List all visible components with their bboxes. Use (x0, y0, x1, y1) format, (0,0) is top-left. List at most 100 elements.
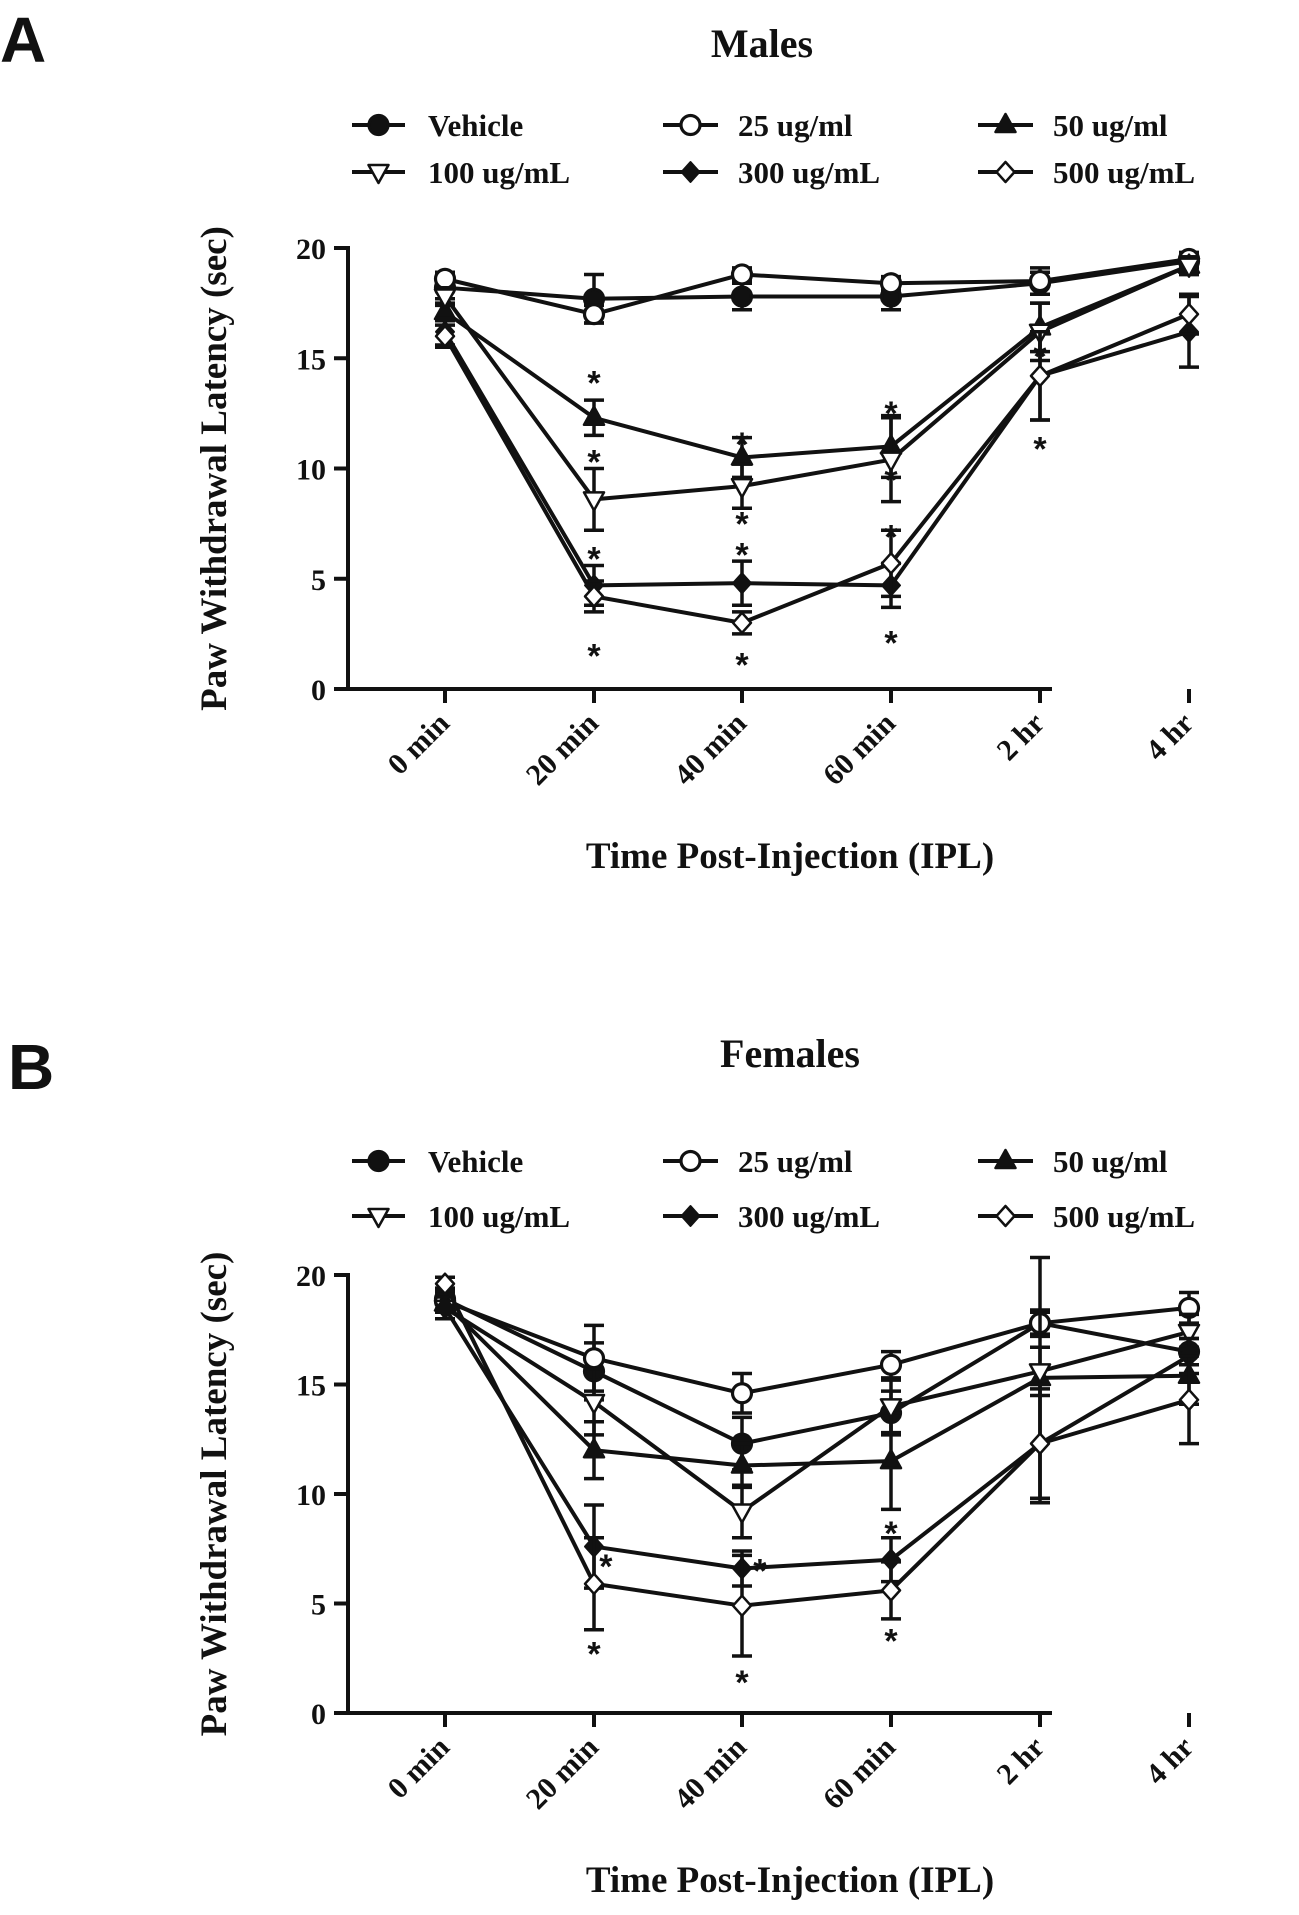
y-tick-label: 0 (311, 674, 326, 707)
legend-label: 100 ug/mL (428, 1199, 570, 1234)
data-point (434, 324, 456, 348)
legend-item-500-ug-ml: 500 ug/mL (978, 1199, 1195, 1234)
x-axis-label: Time Post-Injection (IPL) (586, 836, 994, 877)
legend-marker (995, 1204, 1016, 1228)
legend-label: Vehicle (428, 1144, 523, 1179)
legend: Vehicle 25 ug/ml 50 ug/ml 100 ug/mL 300 ug/m… (352, 1144, 1195, 1234)
legend-label: 50 ug/ml (1053, 108, 1168, 143)
x-tick-label: 60 min (817, 1730, 902, 1815)
x-axis-label: Time Post-Injection (IPL) (586, 1860, 994, 1901)
data-point (879, 451, 903, 472)
significance-star: * (735, 426, 749, 464)
series-line (443, 263, 1190, 502)
data-point (1177, 257, 1201, 278)
legend-marker (679, 1149, 702, 1173)
y-tick-label: 20 (296, 1260, 326, 1293)
data-point (582, 491, 606, 512)
x-tick-label: 2 hr (990, 1731, 1050, 1791)
data-point (731, 611, 753, 635)
legend-item-300-ug-ml: 300 ug/mL (663, 155, 880, 190)
series-line (444, 1297, 1190, 1446)
data-point (1028, 1363, 1052, 1384)
legend-marker (994, 112, 1017, 134)
series-line (444, 259, 1190, 301)
significance-star: * (587, 638, 601, 676)
series-500-ug-ml (434, 1272, 1200, 1658)
significance-star: * (884, 461, 898, 499)
series-line (443, 1306, 1190, 1514)
series-line (444, 1299, 1190, 1396)
significance-star: * (587, 364, 601, 402)
data-point (1029, 364, 1051, 388)
data-point (1177, 1323, 1201, 1345)
y-tick-label: 20 (296, 233, 326, 266)
significance-star: * (735, 1664, 749, 1702)
data-point (582, 405, 606, 427)
data-point (582, 1393, 606, 1415)
series-line (443, 329, 1190, 588)
y-tick-label: 5 (311, 1589, 326, 1622)
data-point (1029, 1432, 1051, 1455)
series-line (443, 263, 1190, 460)
legend-label: 25 ug/ml (738, 108, 853, 143)
series-25-ug-ml (433, 247, 1201, 326)
legend-marker (367, 113, 390, 137)
data-point (582, 303, 606, 326)
legend-item-vehicle: Vehicle (352, 108, 523, 143)
data-point (433, 288, 457, 309)
legend-marker (680, 1205, 701, 1227)
x-tick-label: 4 hr (1139, 1731, 1199, 1791)
legend-item-100-ug-ml: 100 ug/mL (352, 155, 570, 190)
x-tick-label: 40 min (668, 706, 753, 791)
y-axis-label: Paw Withdrawal Latency (sec) (194, 1252, 235, 1737)
chart-title: Males (711, 21, 813, 66)
chart-title: Females (720, 1031, 860, 1076)
legend-marker (367, 163, 390, 185)
data-point (434, 1272, 456, 1296)
data-point (879, 1448, 903, 1470)
x-tick-label: 20 min (520, 1730, 605, 1815)
series-line (443, 1282, 1190, 1608)
data-point (731, 1594, 753, 1617)
significance-star: * (587, 444, 601, 482)
significance-star: * (599, 1548, 613, 1586)
data-point (730, 263, 754, 286)
legend-label: 500 ug/mL (1053, 155, 1195, 190)
data-point (730, 1503, 754, 1524)
data-point (730, 1382, 754, 1405)
series-line (443, 1302, 1190, 1468)
panel-b-letter: B (8, 1031, 54, 1103)
significance-star: * (587, 1636, 601, 1674)
series-100-ug-ml (433, 255, 1201, 532)
significance-star: * (735, 647, 749, 685)
legend-label: 300 ug/mL (738, 1199, 880, 1234)
legend-marker (367, 1149, 390, 1173)
legend-marker (367, 1207, 390, 1229)
x-tick-label: 60 min (817, 706, 902, 791)
legend: Vehicle 25 ug/ml 50 ug/ml 100 ug/mL 300 ug/m… (352, 108, 1195, 190)
significance-star: * (884, 519, 898, 557)
y-tick-label: 15 (296, 343, 326, 376)
series-25-ug-ml (433, 1290, 1201, 1415)
legend-item-50-ug-ml: 50 ug/ml (978, 108, 1168, 143)
y-tick-label: 10 (296, 454, 326, 487)
y-tick-label: 5 (311, 564, 326, 597)
legend-marker (680, 161, 701, 183)
legend-item-300-ug-ml: 300 ug/mL (663, 1199, 880, 1234)
y-tick-label: 15 (296, 1370, 326, 1403)
legend-item-vehicle: Vehicle (352, 1144, 523, 1179)
series-line (444, 257, 1190, 317)
significance-star: * (735, 505, 749, 543)
x-tick-label: 4 hr (1139, 707, 1199, 767)
data-point (583, 1572, 605, 1596)
series-50-ug-ml (433, 1255, 1201, 1512)
data-point (732, 572, 752, 595)
legend-marker (994, 1148, 1017, 1170)
legend-marker (679, 113, 702, 137)
x-tick-label: 0 min (381, 1730, 456, 1805)
series-100-ug-ml (433, 1295, 1201, 1540)
y-tick-label: 0 (311, 1698, 326, 1731)
legend-label: 500 ug/mL (1053, 1199, 1195, 1234)
panel-b-chart: B Females Vehicle 25 ug/ml 50 ug/ml 100 ug/mL… (8, 1031, 1201, 1901)
data-point (730, 285, 754, 308)
